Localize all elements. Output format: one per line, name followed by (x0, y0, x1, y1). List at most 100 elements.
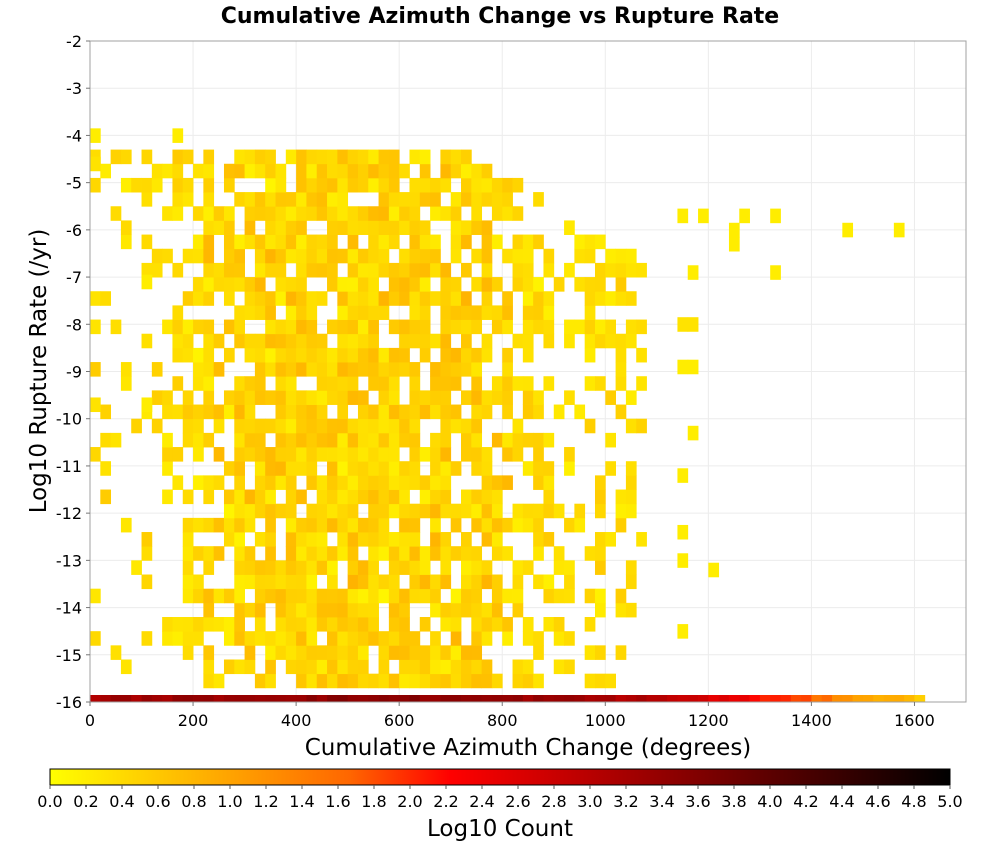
heatmap-cell (409, 248, 421, 264)
colorbar (49, 768, 951, 786)
heatmap-cell (594, 475, 606, 490)
heatmap-cell (357, 588, 369, 604)
heatmap-cell (141, 695, 153, 702)
heatmap-cell (440, 291, 452, 306)
heatmap-cell (904, 695, 915, 702)
heatmap-cell (357, 560, 369, 575)
heatmap-cell (223, 390, 235, 405)
heatmap-cell (419, 149, 431, 165)
heatmap-cell (285, 532, 297, 547)
heatmap-cell (399, 560, 410, 575)
heatmap-cell (327, 432, 338, 448)
heatmap-cell (553, 617, 565, 632)
heatmap-cell (430, 517, 441, 533)
heatmap-cell (327, 489, 338, 505)
heatmap-cell (708, 695, 720, 702)
heatmap-cell (337, 617, 349, 632)
heatmap-cell (399, 617, 410, 632)
heatmap-cell (430, 333, 441, 349)
heatmap-cell (512, 248, 524, 264)
heatmap-cell (357, 319, 369, 335)
heatmap-cell (584, 291, 596, 306)
y-tick-label: -4 (66, 126, 82, 145)
heatmap-cell (296, 673, 307, 689)
heatmap-cell (285, 631, 297, 646)
heatmap-cell (461, 532, 472, 547)
heatmap-cell (275, 262, 287, 278)
heatmap-cell (285, 461, 297, 476)
heatmap-cell (357, 291, 369, 306)
heatmap-cell (316, 234, 328, 250)
heatmap-cell (450, 645, 462, 660)
heatmap-cell (399, 277, 410, 292)
heatmap-cell (584, 546, 596, 561)
heatmap-cell (265, 447, 276, 462)
heatmap-cell (543, 489, 555, 505)
heatmap-cell (481, 617, 493, 632)
heatmap-cell (90, 447, 101, 462)
heatmap-cell (388, 645, 400, 660)
heatmap-cell (440, 546, 452, 561)
heatmap-cell (564, 631, 575, 646)
heatmap-cell (337, 248, 349, 264)
heatmap-cell (450, 617, 462, 632)
heatmap-cell (275, 376, 287, 391)
heatmap-cell (316, 532, 328, 547)
colorbar-tick-label: 4.6 (865, 792, 890, 811)
heatmap-cell (244, 418, 256, 434)
heatmap-cell (316, 517, 328, 533)
heatmap-cell (461, 673, 472, 689)
heatmap-cell (347, 149, 359, 165)
heatmap-cell (285, 489, 297, 505)
heatmap-cell (461, 560, 472, 575)
heatmap-cell (285, 517, 297, 533)
heatmap-cell (193, 574, 204, 590)
heatmap-cell (625, 248, 637, 264)
heatmap-cell (90, 695, 101, 702)
heatmap-cell (409, 390, 421, 405)
heatmap-cell (543, 617, 555, 632)
heatmap-cell (285, 376, 297, 391)
x-tick-label: 400 (281, 711, 312, 730)
heatmap-cell (399, 220, 410, 235)
heatmap-cell (285, 546, 297, 561)
heatmap-cell (193, 517, 204, 533)
heatmap-cell (481, 262, 493, 278)
heatmap-cell (594, 291, 606, 306)
heatmap-cell (285, 574, 297, 590)
heatmap-cell (378, 177, 390, 193)
heatmap-cell (141, 631, 153, 646)
heatmap-cell (368, 574, 379, 590)
heatmap-cell (327, 347, 338, 363)
heatmap-cell (296, 461, 307, 476)
heatmap-cell (522, 673, 534, 689)
heatmap-cell (388, 390, 400, 405)
heatmap-cell (430, 574, 441, 590)
heatmap-cell (471, 574, 483, 590)
heatmap-cell (419, 248, 431, 264)
heatmap-cell (399, 517, 410, 533)
heatmap-cell (419, 291, 431, 306)
heatmap-cell (265, 347, 276, 363)
heatmap-cell (471, 163, 483, 179)
heatmap-cell (337, 277, 349, 292)
heatmap-cell (388, 362, 400, 377)
heatmap-cell (316, 248, 328, 264)
heatmap-cell (337, 517, 349, 533)
y-tick-label: -8 (66, 315, 82, 334)
heatmap-cells (90, 128, 926, 702)
heatmap-cell (285, 333, 297, 349)
heatmap-cell (254, 617, 266, 632)
heatmap-cell (584, 695, 596, 702)
heatmap-cell (522, 390, 534, 405)
heatmap-cell (502, 475, 513, 490)
heatmap-cell (419, 546, 431, 561)
heatmap-cell (625, 695, 637, 702)
heatmap-cell (347, 418, 359, 434)
heatmap-cell (605, 532, 616, 547)
heatmap-cell (533, 546, 544, 561)
heatmap-cell (347, 588, 359, 604)
heatmap-cell (378, 631, 390, 646)
heatmap-cell (564, 574, 575, 590)
heatmap-cell (574, 404, 586, 420)
